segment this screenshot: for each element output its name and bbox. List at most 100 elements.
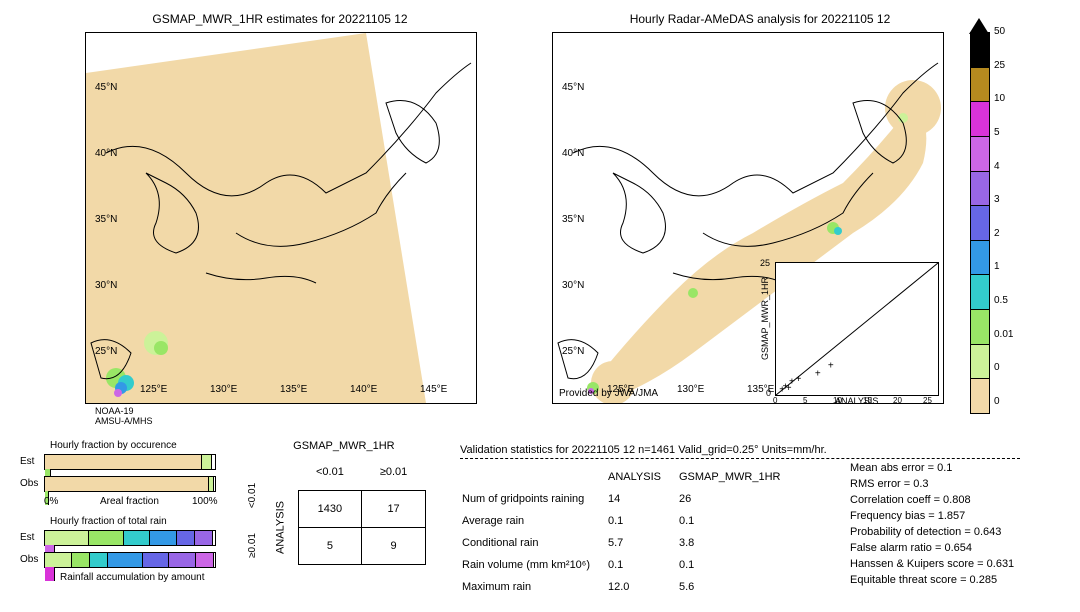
stats-r2-b: 3.8 [679,533,796,553]
tot-est-seg-2 [124,531,151,545]
colorbar-tick-last: 0 [994,396,1000,407]
tot-obs-seg-5 [169,553,196,567]
occ-obs-seg-1 [209,477,213,491]
right-lat-30: 30°N [562,280,584,291]
matrix-c11: 9 [362,528,425,565]
left-map-panel [85,32,477,404]
left-sensor-0: NOAA-19 [95,406,134,416]
figure: GSMAP_MWR_1HR estimates for 20221105 12 … [0,0,1080,612]
stats-right-2: Correlation coeff = 0.808 [850,494,1014,506]
tot-obs-seg-3 [108,553,143,567]
stats-right-6: Hanssen & Kuipers score = 0.631 [850,558,1014,570]
tot-est-seg-3 [150,531,177,545]
colorbar-tick-3: 5 [994,127,1000,138]
colorbar-tick-4: 4 [994,161,1000,172]
left-lat-25: 25°N [95,346,117,357]
contingency-matrix: GSMAP_MWR_1HR <0.01 ≥0.01 ANALYSIS 1430 … [262,440,426,565]
left-lon-135: 135°E [280,384,307,395]
occurrence-est-bar [44,454,216,470]
matrix-col1: <0.01 [298,454,362,491]
totalrain-obs-bar [44,552,216,568]
totalrain-est-label: Est [20,532,34,543]
colorbar: 502510543210.50.0100 [970,32,990,402]
right-lat-40: 40°N [562,148,584,159]
scatter-pt-3: + [789,376,795,387]
right-lat-45: 45°N [562,82,584,93]
left-panel-title: GSMAP_MWR_1HR estimates for 20221105 12 [120,12,440,26]
totalrain-obs-label: Obs [20,554,38,565]
occurrence-axis-left: 0% [44,496,58,507]
matrix-r2: ≥0.01 [247,533,258,558]
scatter-x-5: 5 [803,396,807,405]
stats-r4-k: Maximum rain [462,577,606,597]
totalrain-caption: Rainfall accumulation by amount [60,572,205,583]
stats-r3-a: 0.1 [608,555,677,575]
stats-right-5: False alarm ratio = 0.654 [850,542,1014,554]
right-panel-title: Hourly Radar-AMeDAS analysis for 2022110… [600,12,920,26]
stats-title: Validation statistics for 20221105 12 n=… [460,444,1020,456]
tot-est-seg-0 [45,531,89,545]
colorbar-tick-0: 50 [994,26,1005,37]
colorbar-tick-9: 0.01 [994,329,1013,340]
matrix-col2: ≥0.01 [362,454,425,491]
matrix-c00: 1430 [298,491,362,528]
tot-obs-seg-6 [196,553,214,567]
stats-r1-k: Average rain [462,511,606,531]
colorbar-seg-9 [970,345,990,380]
scatter-x-0: 0 [773,396,777,405]
colorbar-seg-1 [970,68,990,103]
left-lat-45: 45°N [95,82,117,93]
right-lon-130: 130°E [677,384,704,395]
tot-obs-seg-2 [90,553,108,567]
stats-divider [460,458,1020,459]
colorbar-arrow-icon [969,18,989,34]
colorbar-tick-1: 25 [994,60,1005,71]
stats-r2-k: Conditional rain [462,533,606,553]
occ-obs-seg-0 [45,477,209,491]
occ-est-seg-0 [45,455,202,469]
totalrain-est-bar [44,530,216,546]
occurrence-axis-right: 100% [192,496,218,507]
colorbar-seg-4 [970,172,990,207]
tot-obs-seg-1 [72,553,90,567]
matrix-header: GSMAP_MWR_1HR [262,440,426,452]
scatter-x-10: 10 [833,396,842,405]
stats-right-4: Probability of detection = 0.643 [850,526,1014,538]
stats-r0-a: 14 [608,489,677,509]
stats-r4-b: 5.6 [679,577,796,597]
colorbar-seg-0 [970,32,990,68]
tot-obs-seg-7 [45,567,55,581]
stats-h1: ANALYSIS [608,467,677,487]
colorbar-tick-7: 1 [994,261,1000,272]
right-lon-125: 125°E [607,384,634,395]
stats-r1-a: 0.1 [608,511,677,531]
stats-right-1: RMS error = 0.3 [850,478,1014,490]
scatter-plot: +++++++ [775,262,939,396]
colorbar-seg-8 [970,310,990,345]
occurrence-est-label: Est [20,456,34,467]
scatter-pt-6: + [795,374,801,385]
scatter-pt-5: + [828,361,834,372]
left-lon-140: 140°E [350,384,377,395]
left-lon-125: 125°E [140,384,167,395]
stats-r1-b: 0.1 [679,511,796,531]
scatter-x-15: 15 [863,396,872,405]
stats-right-7: Equitable threat score = 0.285 [850,574,1014,586]
stats-r3-k: Rain volume (mm km²10⁶) [462,555,606,575]
left-lon-130: 130°E [210,384,237,395]
totalrain-title: Hourly fraction of total rain [50,516,167,527]
stats-r3-b: 0.1 [679,555,796,575]
colorbar-tick-5: 3 [994,194,1000,205]
occ-est-seg-1 [202,455,212,469]
stats-right: Mean abs error = 0.1 RMS error = 0.3 Cor… [850,462,1014,590]
left-lon-145: 145°E [420,384,447,395]
matrix-row-axis: ANALYSIS [274,501,286,554]
tot-obs-seg-4 [143,553,170,567]
colorbar-seg-3 [970,137,990,172]
colorbar-seg-5 [970,206,990,241]
matrix-c10: 5 [298,528,362,565]
tot-est-seg-5 [195,531,213,545]
tot-est-seg-1 [89,531,124,545]
matrix-c01: 17 [362,491,425,528]
left-sensor-1: AMSU-A/MHS [95,416,153,426]
